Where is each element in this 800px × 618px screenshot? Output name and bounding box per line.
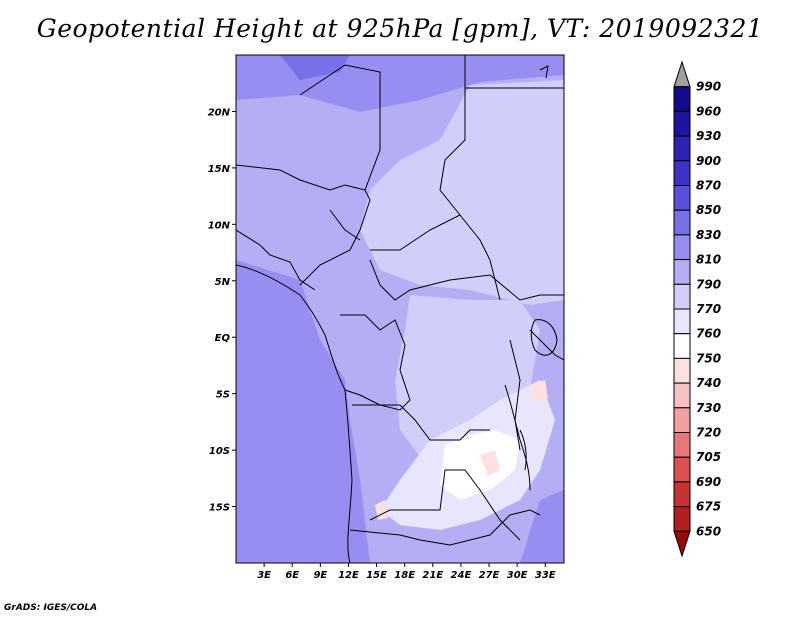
map-frame [235,54,565,564]
field-south-min [440,430,520,500]
lon-tick-label: 15E [366,570,387,581]
colorbar-label: 730 [696,401,721,415]
lon-tick-label: 30E [507,570,528,581]
colorbar-label: 990 [696,80,721,94]
longitude-axis: 3E 6E 9E 12E 15E 18E 21E 24E 27E 30E 33E [257,563,556,581]
colorbar-segment [673,407,691,433]
border-line [236,229,316,291]
colorbar-segment [673,110,691,137]
border-line [299,189,371,286]
colorbar-label: 740 [696,376,721,390]
colorbar-label: 930 [696,129,721,143]
colorbar-label: 750 [696,351,721,365]
field-east-low [360,80,564,305]
border-line [236,164,366,191]
lat-tick-label: 20N [208,107,231,118]
border-line [329,209,361,241]
coastline [236,264,353,563]
colorbar-label: 690 [696,475,721,489]
lon-tick-label: 27E [479,570,500,581]
colorbar-segment [673,185,691,211]
field-central-low [395,295,540,470]
field-west-high [236,260,370,563]
colorbar-label: 810 [696,253,721,267]
lat-tick-label: 5N [215,277,231,288]
colorbar-top-triangle [673,60,691,88]
border-line [349,509,541,546]
lat-tick-label: EQ [215,333,231,344]
lon-tick-label: 21E [422,570,443,581]
field-lowest-patch-3 [530,380,548,402]
border-line [370,214,461,251]
border-line [369,259,564,301]
chart-title: Geopotential Height at 925hPa [gpm], VT:… [36,14,764,43]
field-southeast-high [520,490,564,563]
colorbar-segment [673,481,691,508]
colorbar-label: 790 [696,277,721,291]
field-north-peak [280,55,350,80]
colorbar-segment [673,259,691,285]
colorbar-label: 720 [696,426,721,440]
colorbar: 990 960 930 900 870 850 830 810 790 770 760 750 740 7… [673,60,721,558]
lake-victoria [530,319,558,356]
colorbar-segment [673,209,691,236]
field-southwest [236,480,340,563]
lon-tick-label: 33E [535,570,556,581]
lon-tick-label: 24E [451,570,472,581]
colorbar-segment [673,432,691,458]
colorbar-label: 870 [696,179,721,193]
colorbar-segment [673,283,691,310]
lon-tick-label: 3E [257,570,271,581]
border-line [299,64,381,191]
field-lowest-patch [480,450,500,476]
colorbar-label: 850 [696,203,721,217]
lon-tick-label: 6E [285,570,299,581]
lon-tick-label: 9E [313,570,327,581]
border-line [439,55,501,301]
lat-tick-label: 10S [209,446,230,457]
colorbar-label: 960 [696,104,721,118]
border-line [340,314,411,411]
colorbar-segment [673,382,691,409]
country-borders [236,55,564,563]
lon-tick-label: 12E [338,570,359,581]
coastline [539,65,549,79]
colorbar-label: 705 [696,450,721,464]
colorbar-segment [673,506,691,532]
colorbar-label: 675 [696,500,721,514]
border-line [352,404,490,441]
lat-tick-label: 5S [216,390,230,401]
colorbar-segment [673,456,691,483]
lake-outline [504,384,531,491]
lat-tick-label: 15S [209,503,230,514]
lat-tick-label: 15N [208,164,231,175]
grads-credit: GrADS: IGES/COLA [4,603,98,613]
border-line [369,469,521,541]
colorbar-segment [673,308,691,335]
lake-outline [519,429,527,471]
colorbar-bottom-triangle [673,530,691,558]
colorbar-segment [673,86,691,112]
colorbar-label: 760 [696,327,721,341]
field-lowest-patch-2 [375,500,388,520]
colorbar-label: 770 [696,302,721,316]
colorbar-segment [673,160,691,187]
lon-tick-label: 18E [394,570,415,581]
colorbar-segment [673,357,691,384]
colorbar-segment [673,234,691,261]
border-line [509,339,521,451]
latitude-axis: 20N 15N 10N 5N EQ 5S 10S 15S [208,107,236,514]
colorbar-label: 650 [696,524,721,538]
colorbar-label: 900 [696,154,721,168]
colorbar-segment [673,135,691,162]
colorbar-segment [673,333,691,359]
colorbar-label: 830 [696,228,721,242]
border-line [529,329,564,361]
map-field [236,55,564,563]
lat-tick-label: 10N [208,220,231,231]
